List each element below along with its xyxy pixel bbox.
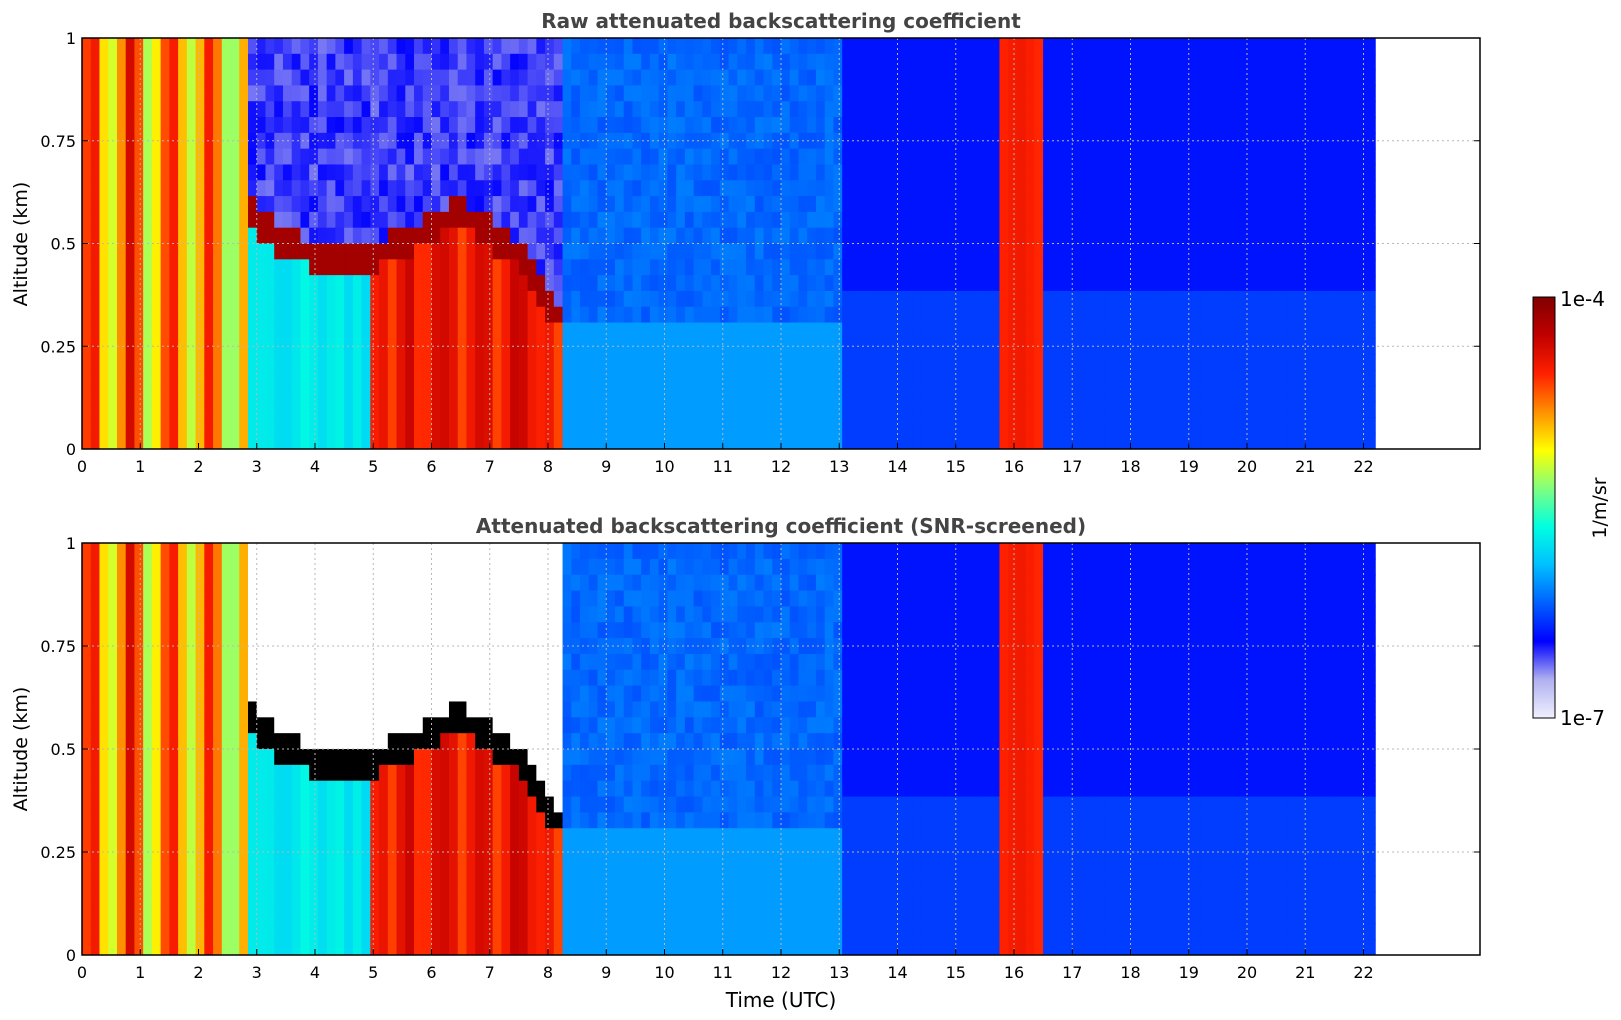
- panel-screened-title: Attenuated backscattering coefficient (S…: [476, 514, 1086, 538]
- x-tick-label: 12: [771, 457, 791, 476]
- heatmap-screened: [82, 543, 1376, 955]
- x-tick-label: 14: [887, 963, 907, 982]
- colorbar-gradient: [1532, 296, 1556, 719]
- x-tick-label: 7: [485, 963, 495, 982]
- x-tick-label: 22: [1353, 963, 1373, 982]
- x-tick-label: 15: [946, 457, 966, 476]
- y-tick-label: 0.75: [40, 637, 76, 656]
- x-tick-label: 19: [1179, 457, 1199, 476]
- y-tick-label: 0.75: [40, 132, 76, 151]
- x-tick-label: 16: [1004, 963, 1024, 982]
- x-tick-label: 10: [654, 457, 674, 476]
- x-tick-label: 9: [601, 457, 611, 476]
- x-tick-label: 20: [1237, 963, 1257, 982]
- grid-raw: [82, 38, 1480, 449]
- x-tick-label: 0: [77, 457, 87, 476]
- panel-raw: Raw attenuated backscattering coefficien…: [10, 9, 1481, 476]
- colorbar-max-label: 1e-4: [1560, 287, 1605, 311]
- x-tick-label: 15: [946, 963, 966, 982]
- x-tick-label: 6: [426, 457, 436, 476]
- y-tick-label: 1: [66, 29, 76, 48]
- y-tick-label: 0: [66, 946, 76, 965]
- x-tick-label: 21: [1295, 457, 1315, 476]
- x-tick-label: 3: [252, 963, 262, 982]
- x-tick-label: 8: [543, 963, 553, 982]
- y-tick-label: 0.5: [51, 740, 76, 759]
- x-tick-label: 8: [543, 457, 553, 476]
- x-tick-label: 5: [368, 963, 378, 982]
- x-tick-label: 2: [193, 963, 203, 982]
- ylabel-screened: Altitude (km): [10, 687, 32, 812]
- x-tick-label: 7: [485, 457, 495, 476]
- grid-screened: [82, 543, 1480, 955]
- panel-raw-title: Raw attenuated backscattering coefficien…: [541, 9, 1021, 33]
- colorbar: 1e-4 1e-7 1/m/sr: [1532, 287, 1611, 730]
- y-tick-label: 0.25: [40, 337, 76, 356]
- colorbar-unit-label: 1/m/sr: [1589, 477, 1611, 538]
- y-ticks-screened: 0 0.25 0.5 0.75 1: [40, 534, 1480, 965]
- x-tick-label: 18: [1120, 963, 1140, 982]
- x-ticks-screened: 0 1 2 3 4 5 6 7 8 9 10 11 12 13 14 15 16 17 18 19 20 21 22: [77, 949, 1374, 982]
- x-ticks-raw: 0 1 2 3 4 5 6 7 8 9 10 11 12 13 14 15 16 17 18 19 20 21 22: [77, 443, 1374, 476]
- x-tick-label: 22: [1353, 457, 1373, 476]
- x-tick-label: 13: [829, 457, 849, 476]
- x-tick-label: 4: [310, 963, 320, 982]
- x-tick-label: 9: [601, 963, 611, 982]
- colorbar-min-label: 1e-7: [1560, 706, 1605, 730]
- y-tick-label: 0.25: [40, 843, 76, 862]
- y-ticks-raw: 0 0.25 0.5 0.75 1: [40, 29, 1480, 459]
- x-tick-label: 4: [310, 457, 320, 476]
- x-tick-label: 2: [193, 457, 203, 476]
- x-tick-label: 12: [771, 963, 791, 982]
- x-tick-label: 6: [426, 963, 436, 982]
- x-tick-label: 1: [135, 457, 145, 476]
- xlabel-time: Time (UTC): [725, 988, 837, 1012]
- x-tick-label: 0: [77, 963, 87, 982]
- panel-screened: Attenuated backscattering coefficient (S…: [10, 514, 1481, 1012]
- x-tick-label: 13: [829, 963, 849, 982]
- x-tick-label: 1: [135, 963, 145, 982]
- x-tick-label: 20: [1237, 457, 1257, 476]
- y-tick-label: 1: [66, 534, 76, 553]
- x-tick-label: 18: [1120, 457, 1140, 476]
- x-tick-label: 11: [713, 963, 733, 982]
- x-tick-label: 10: [654, 963, 674, 982]
- x-tick-label: 17: [1062, 963, 1082, 982]
- y-tick-label: 0.5: [51, 235, 76, 254]
- x-tick-label: 14: [887, 457, 907, 476]
- x-tick-label: 21: [1295, 963, 1315, 982]
- x-tick-label: 19: [1179, 963, 1199, 982]
- ylabel-raw: Altitude (km): [10, 182, 32, 307]
- x-tick-label: 3: [252, 457, 262, 476]
- x-tick-label: 11: [713, 457, 733, 476]
- x-tick-label: 16: [1004, 457, 1024, 476]
- x-tick-label: 17: [1062, 457, 1082, 476]
- x-tick-label: 5: [368, 457, 378, 476]
- y-tick-label: 0: [66, 440, 76, 459]
